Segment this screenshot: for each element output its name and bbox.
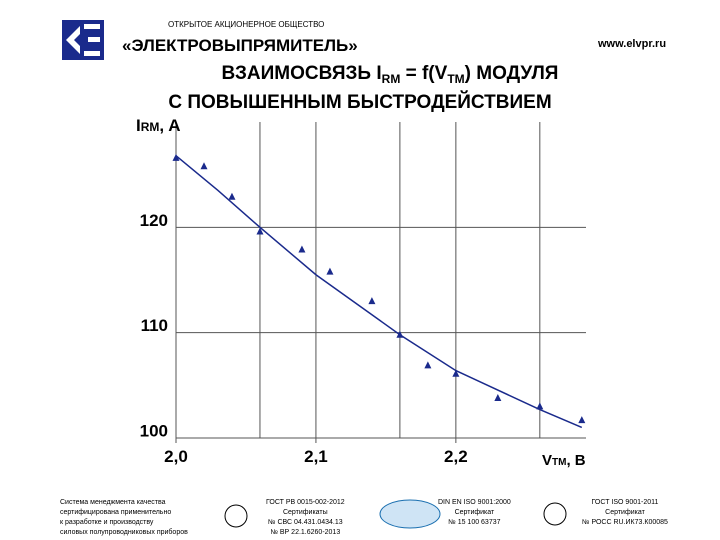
data-point — [256, 227, 264, 235]
y-tick-label: 110 — [141, 316, 168, 335]
data-point — [452, 369, 460, 377]
title-sub: RM — [381, 72, 401, 86]
company-name: «ЭЛЕКТРОВЫПРЯМИТЕЛЬ» — [122, 36, 358, 55]
footer-icons — [224, 499, 567, 529]
footer-block: ГОСТ РВ 0015-002-2012 Сертификаты № СВС 04… — [266, 498, 345, 538]
data-point — [200, 162, 208, 170]
org-name: ОТКРЫТОЕ АКЦИОНЕРНОЕ ОБЩЕСТВО — [168, 20, 325, 29]
y-tick-label: 120 — [140, 211, 168, 230]
logo — [62, 20, 104, 60]
footer-line: № РОСС RU.ИК73.К00085 — [582, 519, 668, 526]
footer-block: ГОСТ ISO 9001-2011 Сертификат № РОСС RU.ИК… — [582, 498, 668, 528]
x-tick-label: 2,1 — [304, 447, 328, 466]
footer-line: ГОСТ РВ 0015-002-2012 — [266, 499, 345, 506]
footer-line: к разработке и производству — [60, 519, 154, 526]
footer-line: № 15 100 63737 — [448, 519, 501, 526]
label-part: I — [136, 116, 141, 135]
y-axis-label: IRM, A — [136, 116, 181, 136]
footer-line: ГОСТ ISO 9001-2011 — [591, 499, 659, 506]
title-part: = f(V — [400, 63, 448, 84]
label-sub: TM — [552, 457, 567, 468]
label-sub: RM — [140, 120, 160, 134]
label-part: , A — [159, 116, 181, 135]
data-point — [298, 245, 306, 253]
footer-line: № ВР 22.1.6260-2013 — [270, 529, 341, 536]
label-part: , B — [566, 452, 586, 469]
chart-title: ВЗАИМОСВЯЗЬ IRM = f(VTM) МОДУЛЯ С ПОВЫШЕ… — [0, 62, 720, 115]
y-tick-label: 100 — [140, 421, 168, 440]
footer-line: Сертификат — [454, 509, 495, 516]
chart-subtitle: С ПОВЫШЕННЫМ БЫСТРОДЕЙСТВИЕМ — [168, 92, 552, 113]
footer-line: Система менеджмента качества — [60, 499, 166, 506]
footer-block: Система менеджмента качества сертифициров… — [60, 498, 188, 538]
footer-block: DIN EN ISO 9001:2000 Сертификат № 15 100 6… — [438, 498, 511, 528]
data-point — [368, 297, 376, 305]
label-part: V — [542, 452, 553, 469]
fit-line — [175, 155, 583, 429]
data-point — [424, 361, 432, 369]
data-point — [228, 192, 236, 200]
data-point — [494, 393, 502, 401]
footer-line: Сертификаты — [282, 509, 328, 516]
footer-line: Сертификат — [605, 509, 645, 516]
url[interactable]: www.elvpr.ru — [598, 38, 667, 50]
footer-line: № СВС 04.431.0434.13 — [268, 519, 343, 526]
x-tick-label: 2,0 — [164, 447, 188, 466]
data-point — [578, 416, 586, 424]
footer-line: сертифицирована применительно — [60, 509, 172, 516]
data-point — [536, 402, 544, 410]
data-point — [172, 153, 180, 161]
footer-line: силовых полупроводниковых приборов — [60, 529, 188, 536]
title-part: ВЗАИМОСВЯЗЬ I — [221, 63, 382, 84]
x-tick-label: 2,2 — [444, 447, 468, 466]
x-axis-label: VTM, B — [542, 452, 586, 469]
title-sub: TM — [447, 72, 465, 86]
footer-line: DIN EN ISO 9001:2000 — [438, 499, 511, 506]
title-part: ) МОДУЛЯ — [464, 63, 559, 84]
data-point — [326, 267, 334, 275]
